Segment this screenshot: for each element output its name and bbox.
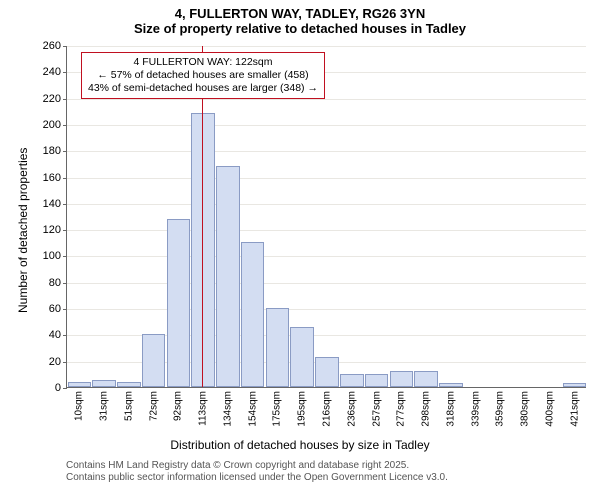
y-tick-label: 260 [43,40,67,52]
annotation-line-2: ← 57% of detached houses are smaller (45… [88,69,318,82]
x-tick-label: 236sqm [346,387,357,427]
y-tick-label: 200 [43,119,67,131]
histogram-bar [241,242,265,387]
x-tick-label: 318sqm [445,387,456,427]
x-tick-label: 92sqm [173,387,184,421]
x-tick-label: 154sqm [247,387,258,427]
x-tick-label: 380sqm [520,387,531,427]
grid-line [67,256,586,257]
y-tick-label: 140 [43,198,67,210]
x-tick-label: 257sqm [371,387,382,427]
y-tick-label: 240 [43,66,67,78]
footer-line-2: Contains public sector information licen… [66,472,600,484]
grid-line [67,125,586,126]
y-tick-label: 20 [49,356,67,368]
x-tick-label: 277sqm [396,387,407,427]
x-tick-label: 298sqm [421,387,432,427]
x-tick-label: 421sqm [569,387,580,427]
grid-line [67,178,586,179]
y-tick-label: 80 [49,277,67,289]
title-line-2: Size of property relative to detached ho… [0,21,600,36]
x-tick-label: 359sqm [495,387,506,427]
x-axis-label: Distribution of detached houses by size … [0,438,600,452]
x-tick-label: 134sqm [222,387,233,427]
histogram-bar [414,371,438,387]
x-tick-label: 72sqm [148,387,159,421]
grid-line [67,283,586,284]
y-tick-label: 0 [55,382,67,394]
annotation-line-3: 43% of semi-detached houses are larger (… [88,82,318,95]
chart-title-block: 4, FULLERTON WAY, TADLEY, RG26 3YN Size … [0,0,600,36]
footer-line-1: Contains HM Land Registry data © Crown c… [66,460,600,472]
x-tick-label: 400sqm [544,387,555,427]
histogram-bar [142,334,166,387]
x-tick-label: 216sqm [322,387,333,427]
x-tick-label: 51sqm [123,387,134,421]
histogram-bar [390,371,414,387]
y-axis-label: Number of detached properties [16,147,30,312]
y-tick-label: 40 [49,329,67,341]
y-tick-label: 160 [43,172,67,184]
x-tick-label: 339sqm [470,387,481,427]
x-tick-label: 10sqm [74,387,85,421]
grid-line [67,204,586,205]
annotation-line-1: 4 FULLERTON WAY: 122sqm [88,56,318,69]
chart-plot-area: 02040608010012014016018020022024026010sq… [66,46,586,388]
histogram-bar [340,374,364,387]
x-tick-label: 113sqm [198,387,209,426]
histogram-bar [266,308,290,387]
y-tick-label: 60 [49,303,67,315]
grid-line [67,309,586,310]
grid-line [67,151,586,152]
x-tick-label: 195sqm [297,387,308,427]
y-tick-label: 220 [43,93,67,105]
title-line-1: 4, FULLERTON WAY, TADLEY, RG26 3YN [0,6,600,21]
histogram-bar [167,219,191,387]
property-annotation-box: 4 FULLERTON WAY: 122sqm← 57% of detached… [81,52,325,99]
histogram-bar [315,357,339,387]
histogram-bar [191,113,215,387]
grid-line [67,230,586,231]
attribution-footer: Contains HM Land Registry data © Crown c… [0,460,600,484]
x-tick-label: 31sqm [99,387,110,421]
histogram-bar [290,327,314,388]
x-tick-label: 175sqm [272,387,283,427]
y-tick-label: 100 [43,250,67,262]
y-tick-label: 120 [43,224,67,236]
histogram-bar [216,166,240,387]
y-tick-label: 180 [43,145,67,157]
grid-line [67,46,586,47]
histogram-bar [365,374,389,387]
